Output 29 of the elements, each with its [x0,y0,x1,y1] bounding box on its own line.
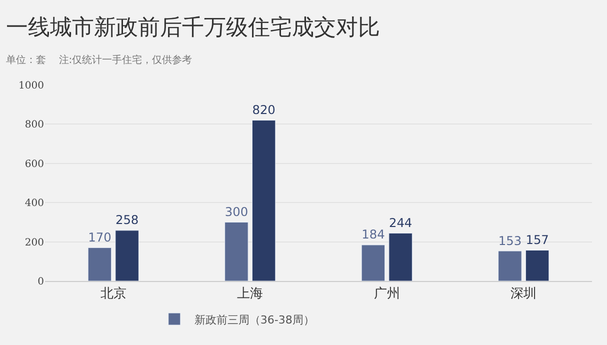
data-label: 820 [252,103,276,118]
data-label: 300 [224,204,248,219]
data-label: 184 [362,228,386,242]
bar [388,232,412,281]
data-label: 258 [115,213,139,228]
chart-title: 一线城市新政前后千万级住宅成交对比 [6,16,380,40]
legend-label: 新政前三周（36-38周） [194,313,314,326]
y-tick-label: 0 [38,276,44,288]
y-tick-label: 200 [24,237,44,248]
data-label: 157 [526,232,549,247]
bar [252,120,276,281]
x-tick-label: 上海 [237,286,264,302]
data-label: 244 [388,216,412,230]
bar [525,250,550,281]
y-tick-label: 800 [24,120,44,131]
y-tick-label: 400 [24,198,44,210]
bar [361,244,386,281]
y-tick-label: 1000 [18,80,44,92]
x-tick-label: 广州 [374,286,400,302]
bar [88,247,112,281]
bar [224,222,248,281]
y-tick-label: 600 [24,158,44,170]
chart-subtitle: 单位：套 注:仅统计一手住宅，仅供参考 [6,54,192,66]
bar [498,250,522,281]
x-tick-label: 北京 [100,286,126,302]
x-tick-label: 深圳 [510,286,537,302]
data-label: 153 [498,234,522,248]
bar [115,230,139,281]
data-label: 170 [88,230,112,244]
